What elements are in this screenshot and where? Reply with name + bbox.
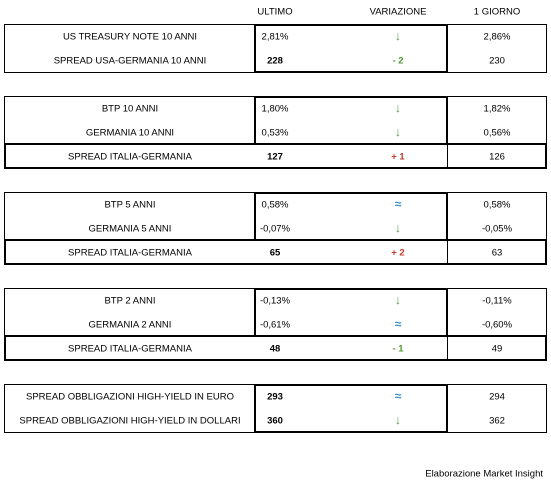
highlight-row — [4, 239, 547, 265]
change: - 2 — [392, 56, 403, 67]
last-value: 127 — [267, 152, 283, 163]
change: ↓ — [395, 221, 401, 235]
highlight-row — [4, 335, 547, 361]
footer-note: Elaborazione Market Insight — [425, 469, 543, 480]
last-value: 293 — [267, 392, 283, 403]
change: ↓ — [395, 125, 401, 139]
row-label: GERMANIA 2 ANNI — [89, 320, 172, 331]
highlight-box — [254, 24, 448, 73]
last-value: -0,07% — [260, 224, 291, 235]
row-label: SPREAD OBBLIGAZIONI HIGH-YIELD IN DOLLAR… — [19, 416, 240, 427]
previous-value: 0,56% — [484, 128, 511, 139]
previous-value: 362 — [489, 416, 505, 427]
row-label: SPREAD USA-GERMANIA 10 ANNI — [54, 56, 207, 67]
last-value: 0,58% — [262, 200, 289, 211]
previous-value: -0,11% — [482, 296, 512, 307]
previous-value: 0,58% — [484, 200, 511, 211]
row-label: SPREAD ITALIA-GERMANIA — [68, 152, 193, 163]
last-value: 48 — [270, 344, 281, 355]
previous-value: 126 — [489, 152, 505, 163]
row-label: SPREAD ITALIA-GERMANIA — [68, 344, 193, 355]
change: - 1 — [392, 344, 404, 355]
change: ↓ — [395, 29, 401, 43]
last-value: 65 — [270, 248, 281, 259]
change: + 1 — [391, 152, 405, 163]
highlight-box — [254, 384, 448, 433]
change: ≈ — [395, 317, 402, 331]
column-header: ULTIMO — [257, 7, 292, 18]
highlight-row — [4, 143, 547, 169]
last-value: 0,53% — [262, 128, 289, 139]
row-label: BTP 10 ANNI — [102, 104, 158, 115]
row-label: GERMANIA 5 ANNI — [89, 224, 172, 235]
change: ≈ — [395, 389, 402, 403]
change: ≈ — [395, 197, 402, 211]
last-value: 1,80% — [262, 104, 289, 115]
change: + 2 — [391, 248, 404, 259]
column-header: 1 GIORNO — [474, 7, 520, 18]
last-value: 2,81% — [262, 32, 289, 43]
change: ↓ — [395, 101, 401, 115]
row-label: BTP 2 ANNI — [104, 296, 155, 307]
previous-value: -0,05% — [482, 224, 513, 235]
row-label: BTP 5 ANNI — [104, 200, 155, 211]
previous-value: 294 — [489, 392, 505, 403]
row-label: US TREASURY NOTE 10 ANNI — [63, 32, 197, 43]
previous-value: -0,60% — [482, 320, 513, 331]
previous-value: 1,82% — [484, 104, 511, 115]
change: ↓ — [395, 293, 401, 307]
row-label: SPREAD ITALIA-GERMANIA — [68, 248, 193, 259]
previous-value: 63 — [492, 248, 503, 259]
previous-value: 230 — [489, 56, 505, 67]
last-value: -0,13% — [260, 296, 291, 307]
row-label: GERMANIA 10 ANNI — [86, 128, 174, 139]
last-value: 228 — [267, 56, 283, 67]
previous-value: 49 — [492, 344, 503, 355]
last-value: 360 — [267, 416, 283, 427]
previous-value: 2,86% — [484, 32, 511, 43]
row-label: SPREAD OBBLIGAZIONI HIGH-YIELD IN EURO — [26, 392, 234, 403]
last-value: -0,61% — [260, 320, 291, 331]
column-header: VARIAZIONE — [370, 7, 427, 18]
change: ↓ — [395, 413, 401, 427]
